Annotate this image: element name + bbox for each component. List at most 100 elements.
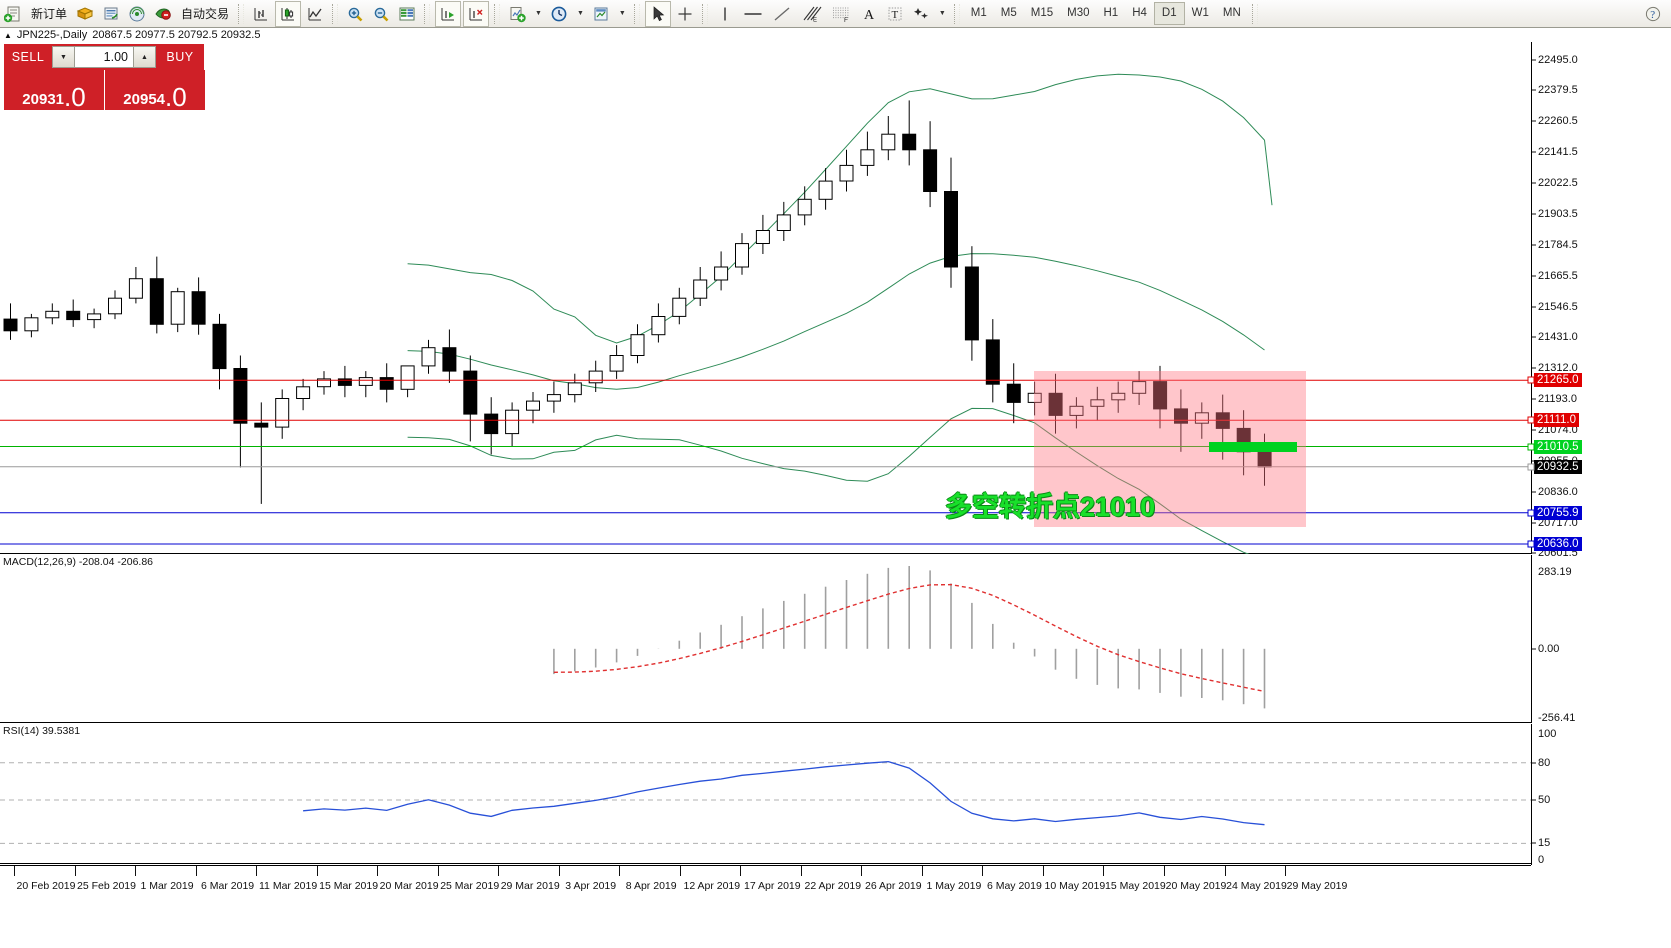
pivot-highlight-bar[interactable] <box>1209 442 1297 452</box>
time-tick-label: 6 Mar 2019 <box>201 880 255 892</box>
price-level-label-resistance-upper[interactable]: 21265.0 <box>1534 373 1582 388</box>
price-level-label-pivot-green[interactable]: 21010.5 <box>1534 439 1582 454</box>
timeframe-m30[interactable]: M30 <box>1067 7 1090 19</box>
price-level-handle[interactable] <box>1527 443 1535 450</box>
time-tick <box>921 866 923 876</box>
svg-text:E: E <box>813 17 817 23</box>
volume-stepper[interactable]: ▼ 1.00 ▲ <box>52 44 156 70</box>
timeframe-w1[interactable]: W1 <box>1191 7 1209 19</box>
price-level-handle[interactable] <box>1527 376 1535 384</box>
equidistant-channel-icon[interactable]: E <box>797 2 825 26</box>
macd-tick-label: 283.19 <box>1538 566 1572 578</box>
time-tick <box>316 866 318 876</box>
candlestick-icon[interactable] <box>275 0 302 27</box>
signals-icon[interactable] <box>125 2 149 26</box>
time-tick-label: 22 Apr 2019 <box>804 880 862 892</box>
time-tick-label: 29 Mar 2019 <box>500 880 560 892</box>
crosshair-icon[interactable] <box>673 2 697 26</box>
price-tick-label: 21193.0 <box>1532 393 1577 405</box>
text-object-icon[interactable]: T <box>883 2 907 26</box>
macd-pane[interactable]: MACD(12,26,9) -208.04 -206.86 <box>0 555 1531 723</box>
text-label-icon[interactable]: A <box>857 2 881 26</box>
profile-icon[interactable] <box>73 2 97 26</box>
new-order-label[interactable]: 新订单 <box>31 7 68 21</box>
timeframe-h1[interactable]: H1 <box>1103 7 1119 19</box>
time-tick-label: 17 Apr 2019 <box>743 880 801 892</box>
rsi-pane[interactable]: RSI(14) 39.5381 <box>0 724 1531 864</box>
time-axis[interactable]: 20 Feb 2019 25 Feb 2019 1 Mar 2019 6 Mar 20… <box>0 865 1531 948</box>
chart-collapse-icon[interactable]: ▲ <box>4 30 12 40</box>
price-level-handle[interactable] <box>1527 509 1535 517</box>
price-axis[interactable]: 22495.0 22379.5 22260.5 22141.5 22022.5 21903… <box>1527 42 1671 948</box>
price-level-label-support-upper[interactable]: 20755.9 <box>1534 505 1582 520</box>
indicators-icon[interactable] <box>505 2 529 26</box>
data-window-icon[interactable] <box>99 2 123 26</box>
fibonacci-icon[interactable]: F <box>827 2 855 26</box>
price-level-label-last-price[interactable]: 20932.5 <box>1534 459 1582 474</box>
pivot-annotation-text[interactable]: 多空转折点21010 <box>945 492 1156 522</box>
chevron-down-icon[interactable]: ▼ <box>618 10 626 17</box>
help-icon[interactable]: ? <box>1641 2 1665 26</box>
timeframe-d1[interactable]: D1 <box>1153 2 1185 25</box>
price-tick-label: 21784.5 <box>1532 239 1578 251</box>
chevron-down-icon[interactable]: ▼ <box>535 10 542 17</box>
time-tick-label: 24 May 2019 <box>1226 880 1287 892</box>
price-pane[interactable]: 多空转折点21010 <box>0 42 1531 561</box>
buy-price[interactable]: 20954.0 <box>105 70 205 110</box>
sell-price[interactable]: 20931.0 <box>4 70 104 110</box>
zoom-in-icon[interactable] <box>343 2 367 26</box>
auto-trading-label[interactable]: 自动交易 <box>181 7 230 21</box>
time-tick <box>195 866 197 876</box>
main-toolbar: 新订单 <box>0 0 1671 28</box>
timeframe-m15[interactable]: M15 <box>1030 7 1054 19</box>
svg-text:A: A <box>864 8 875 23</box>
horizontal-line-icon[interactable] <box>739 2 767 26</box>
time-tick-label: 1 May 2019 <box>926 880 982 892</box>
timeframe-m5[interactable]: M5 <box>1000 7 1017 19</box>
one-click-trading-panel: SELL ▼ 1.00 ▲ BUY 20931.0 20954.0 <box>4 44 205 110</box>
price-level-handle[interactable] <box>1527 416 1535 424</box>
time-tick-label: 10 May 2019 <box>1044 880 1106 892</box>
data-window-grid-icon[interactable] <box>395 2 419 26</box>
time-tick <box>1103 866 1105 876</box>
trendline-icon[interactable] <box>769 2 795 26</box>
timeframe-h4[interactable]: H4 <box>1132 7 1147 19</box>
cursor-icon[interactable] <box>644 0 671 27</box>
rsi-title: RSI(14) 39.5381 <box>3 725 81 737</box>
zoom-out-icon[interactable] <box>369 2 393 26</box>
time-tick-label: 8 Apr 2019 <box>625 880 677 892</box>
toolbar-separator <box>494 3 501 24</box>
bar-chart-icon[interactable] <box>249 2 273 26</box>
templates-icon[interactable] <box>589 2 613 26</box>
line-chart-icon[interactable] <box>303 2 327 26</box>
chevron-down-icon[interactable]: ▼ <box>576 10 584 17</box>
price-level-label-support-lower[interactable]: 20636.0 <box>1534 537 1582 551</box>
chart-shift-icon[interactable] <box>463 0 490 27</box>
time-tick <box>1224 866 1226 876</box>
time-tick-label: 25 Mar 2019 <box>440 880 500 892</box>
periods-icon[interactable] <box>547 2 571 26</box>
objects-icon[interactable] <box>909 2 933 26</box>
volume-decrease-icon[interactable]: ▼ <box>52 46 75 68</box>
new-order-icon[interactable] <box>1 2 25 26</box>
price-tick-label: 21312.0 <box>1532 362 1578 374</box>
auto-trading-icon[interactable] <box>151 2 175 26</box>
volume-input[interactable]: 1.00 <box>75 46 133 68</box>
timeframe-m1[interactable]: M1 <box>970 7 987 19</box>
chevron-down-icon[interactable]: ▼ <box>938 10 946 17</box>
price-level-label-resistance-lower[interactable]: 21111.0 <box>1534 413 1580 428</box>
chart-canvas-area[interactable]: 多空转折点21010 MACD(12,26,9) -208.04 -206.86… <box>0 42 1671 948</box>
sell-button[interactable]: SELL <box>4 44 52 70</box>
time-tick <box>982 866 984 876</box>
time-tick <box>135 866 136 876</box>
price-level-handle[interactable] <box>1527 540 1535 548</box>
rsi-tick-label: 50 <box>1532 794 1550 806</box>
buy-button[interactable]: BUY <box>156 44 204 70</box>
price-level-handle[interactable] <box>1527 463 1535 471</box>
auto-scroll-icon[interactable] <box>435 0 462 27</box>
time-tick <box>74 866 76 876</box>
volume-increase-icon[interactable]: ▲ <box>133 46 156 68</box>
timeframe-mn[interactable]: MN <box>1222 7 1241 19</box>
vertical-line-icon[interactable] <box>713 2 737 26</box>
